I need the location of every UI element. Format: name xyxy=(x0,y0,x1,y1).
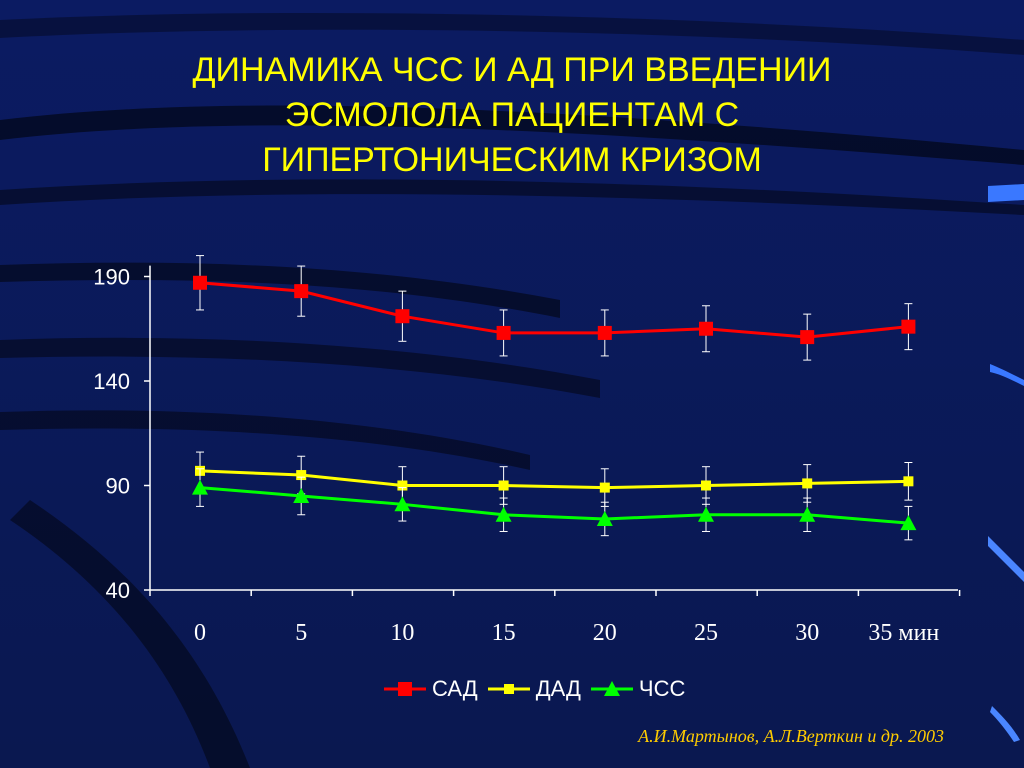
x-tick-label: 10 xyxy=(390,620,414,646)
series-line-sad xyxy=(199,281,909,339)
data-point-dad xyxy=(397,480,408,491)
chart-title: ДИНАМИКА ЧСС И АД ПРИ ВВЕДЕНИИ ЭСМОЛОЛА … xyxy=(0,48,1024,183)
y-tick-label: 40 xyxy=(106,578,130,603)
data-point-chss xyxy=(495,506,512,522)
x-tick-label: 0 xyxy=(194,620,206,646)
legend-label-sad: САД xyxy=(432,676,478,701)
title-line-3: ГИПЕРТОНИЧЕСКИМ КРИЗОМ xyxy=(262,141,762,179)
data-point-sad xyxy=(395,309,410,324)
data-point-dad xyxy=(701,480,711,491)
x-tick-label: 35 мин xyxy=(868,620,939,646)
title-line-1: ДИНАМИКА ЧСС И АД ПРИ ВВЕДЕНИИ xyxy=(192,51,832,89)
data-point-chss xyxy=(293,487,310,503)
y-tick-label: 190 xyxy=(93,265,130,290)
series-line-dad xyxy=(199,469,909,490)
legend-swatch-sad xyxy=(384,682,426,696)
data-point-sad xyxy=(496,325,511,340)
legend-label-chss: ЧСС xyxy=(638,676,686,701)
data-point-chss xyxy=(900,515,917,531)
x-tick-label: 15 xyxy=(492,620,516,646)
data-point-sad xyxy=(901,319,916,334)
data-point-chss xyxy=(698,506,714,522)
data-point-dad xyxy=(903,476,914,487)
data-point-dad xyxy=(802,478,813,489)
data-point-sad xyxy=(699,321,713,336)
legend-item-sad: САД xyxy=(384,676,478,702)
source-citation: А.И.Мартынов, А.Л.Верткин и др. 2003 xyxy=(638,726,944,746)
x-tick-label: 20 xyxy=(593,620,617,646)
data-point-chss xyxy=(394,496,411,512)
x-tick-label: 30 xyxy=(795,620,819,646)
y-tick-label: 140 xyxy=(93,369,130,394)
data-point-sad xyxy=(597,325,612,340)
legend-swatch-chss xyxy=(590,681,633,696)
series-line-chss xyxy=(199,486,909,525)
data-point-sad xyxy=(800,330,815,345)
legend-swatch-dad xyxy=(487,684,530,694)
data-point-chss xyxy=(192,479,208,495)
x-tick-label: 25 xyxy=(694,620,718,646)
legend-label-dad: ДАД xyxy=(535,676,581,701)
data-point-chss xyxy=(596,510,613,526)
data-point-dad xyxy=(296,470,307,481)
title-line-2: ЭСМОЛОЛА ПАЦИЕНТАМ С xyxy=(284,96,740,134)
data-point-dad xyxy=(498,480,509,491)
legend-item-chss: ЧСС xyxy=(590,676,686,702)
data-point-sad xyxy=(193,275,207,290)
data-point-dad xyxy=(599,482,610,493)
data-point-sad xyxy=(294,284,309,299)
data-point-chss xyxy=(799,506,816,522)
chart-legend: САД ДАД ЧСС xyxy=(384,674,695,704)
y-tick-label: 90 xyxy=(106,474,130,499)
x-tick-label: 5 xyxy=(295,620,307,646)
legend-item-dad: ДАД xyxy=(487,676,581,702)
